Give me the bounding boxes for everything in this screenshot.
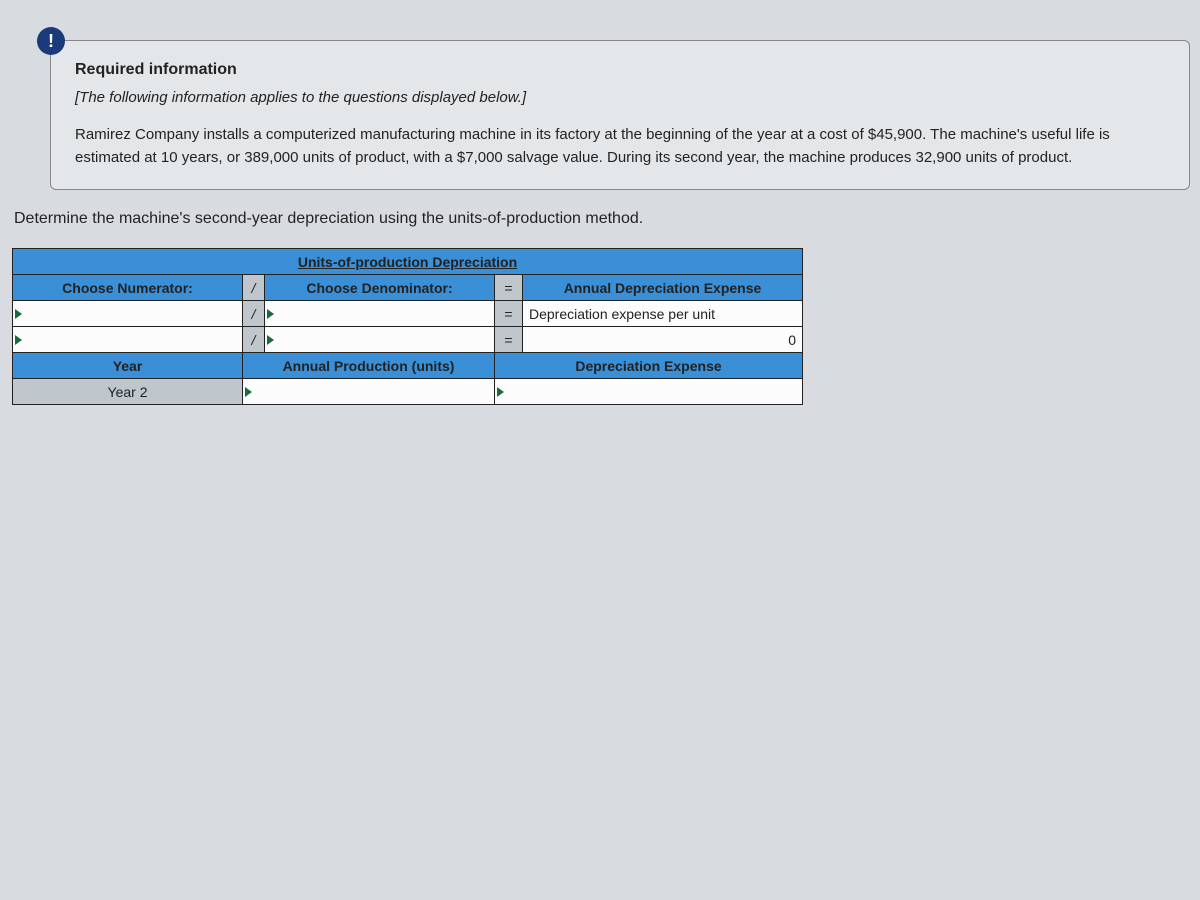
question-text: Determine the machine's second-year depr… [14,210,1190,228]
annual-production-input[interactable] [243,379,495,405]
header-numerator: Choose Numerator: [13,275,243,301]
header-depreciation-expense: Depreciation Expense [495,353,803,379]
denominator-dropdown[interactable] [265,301,495,327]
numerator-dropdown[interactable] [13,301,243,327]
header-result: Annual Depreciation Expense [523,275,803,301]
divide-symbol: / [243,275,265,301]
depreciation-expense-input[interactable] [495,379,803,405]
problem-body: Ramirez Company installs a computerized … [75,124,1175,169]
divide-symbol: / [243,301,265,327]
required-information-box: ! Required information [The following in… [50,40,1190,190]
depreciation-table: Units-of-production Depreciation Choose … [12,248,803,405]
calc-result: 0 [523,327,803,353]
header-annual-production: Annual Production (units) [243,353,495,379]
applies-note: [The following information applies to th… [75,89,1175,106]
table-main-header: Units-of-production Depreciation [13,249,803,275]
year-label: Year 2 [13,379,243,405]
per-unit-label: Depreciation expense per unit [523,301,803,327]
equals-symbol: = [495,301,523,327]
divide-symbol: / [243,327,265,353]
equals-symbol: = [495,327,523,353]
alert-icon: ! [37,27,65,55]
equals-symbol: = [495,275,523,301]
numerator-value-dropdown[interactable] [13,327,243,353]
header-year: Year [13,353,243,379]
header-denominator: Choose Denominator: [265,275,495,301]
denominator-value-dropdown[interactable] [265,327,495,353]
required-title: Required information [75,61,1175,79]
